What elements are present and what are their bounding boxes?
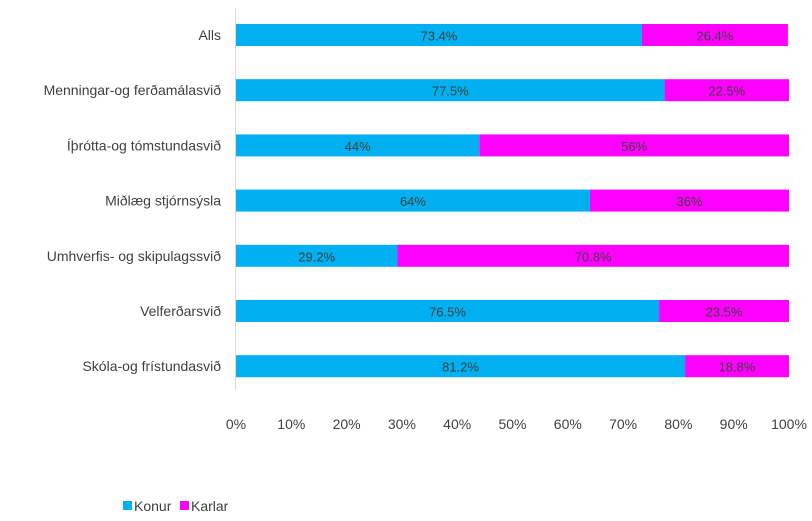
- legend-swatch-karlar: [180, 501, 189, 510]
- data-label: 77.5%: [432, 84, 469, 99]
- legend-swatch-konur: [123, 501, 132, 510]
- category-label: Alls: [198, 27, 221, 43]
- x-tick-label: 10%: [277, 416, 305, 432]
- bar-segment-konur: [236, 189, 590, 212]
- x-tick-label: 90%: [720, 416, 748, 432]
- bar-labels-group: 73.4% 26.4% 77.5% 22.5% 44% 56% 64% 36% 29.2% 70.…: [298, 29, 756, 375]
- category-label: Íþrótta-og tómstundasvið: [67, 137, 221, 153]
- data-label: 26.4%: [696, 29, 733, 44]
- bar-segment-konur: [236, 244, 398, 267]
- bar-segment-karlar: [685, 355, 789, 378]
- bar-segment-karlar: [397, 244, 789, 267]
- category-label: Skóla-og frístundasvið: [82, 358, 221, 374]
- x-tick-label: 50%: [498, 416, 526, 432]
- bar-segment-karlar: [589, 189, 789, 212]
- x-tick-label: 60%: [554, 416, 582, 432]
- x-tick-labels-group: 0% 10% 20% 30% 40% 50% 60% 70% 80% 90% 100%: [226, 416, 807, 432]
- legend: Konur Karlar: [123, 498, 229, 514]
- bar-segment-karlar: [664, 79, 789, 102]
- bars-group: [236, 24, 789, 378]
- x-tick-label: 40%: [443, 416, 471, 432]
- legend-label-karlar: Karlar: [191, 498, 229, 514]
- category-label: Velferðarsvið: [140, 303, 221, 319]
- x-tick-label: 80%: [664, 416, 692, 432]
- data-label: 18.8%: [719, 360, 756, 375]
- bar-segment-konur: [236, 134, 480, 157]
- bar-segment-konur: [236, 24, 642, 46]
- data-label: 70.8%: [575, 249, 612, 264]
- data-label: 36%: [676, 194, 702, 209]
- data-label: 73.4%: [421, 29, 458, 44]
- category-label: Umhverfis- og skipulagssvið: [47, 248, 221, 264]
- data-label: 29.2%: [298, 249, 335, 264]
- category-label: Menningar-og ferðamálasvið: [44, 82, 222, 98]
- legend-label-konur: Konur: [134, 498, 172, 514]
- x-tick-label: 0%: [226, 416, 246, 432]
- bar-segment-konur: [236, 355, 686, 378]
- category-labels-group: Alls Menningar-og ferðamálasvið Íþrótta-og…: [44, 27, 222, 374]
- data-label: 44%: [345, 139, 371, 154]
- x-tick-label: 70%: [609, 416, 637, 432]
- x-tick-label: 30%: [388, 416, 416, 432]
- x-tick-label: 100%: [771, 416, 807, 432]
- category-label: Miðlæg stjórnsýsla: [105, 193, 221, 209]
- bar-segment-konur: [236, 300, 660, 322]
- bar-segment-karlar: [641, 24, 788, 46]
- data-label: 22.5%: [708, 84, 745, 99]
- bar-segment-karlar: [479, 134, 789, 157]
- x-tick-label: 20%: [333, 416, 361, 432]
- bar-segment-konur: [236, 79, 665, 102]
- data-label: 23.5%: [706, 305, 743, 320]
- data-label: 81.2%: [442, 360, 479, 375]
- bar-segment-karlar: [659, 300, 789, 322]
- data-label: 56%: [621, 139, 647, 154]
- data-label: 64%: [400, 194, 426, 209]
- data-label: 76.5%: [429, 305, 466, 320]
